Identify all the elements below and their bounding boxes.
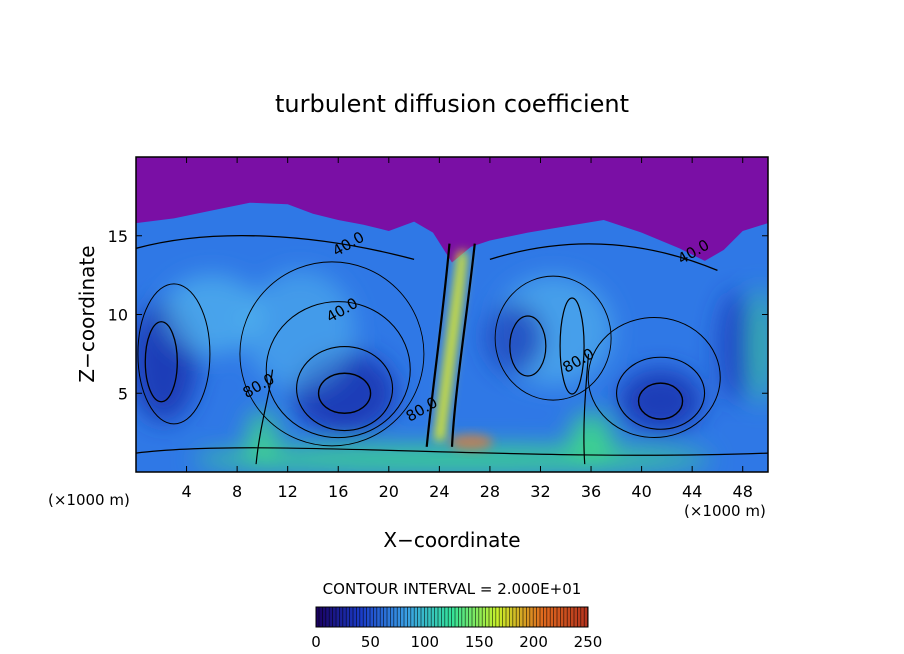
field-jet-base — [448, 434, 493, 451]
x-unit-left: (×1000 m) — [48, 491, 130, 509]
contour-ring — [265, 301, 411, 439]
contour-lines — [136, 235, 768, 465]
colorbar-tick-label: 0 — [311, 633, 321, 651]
colorbar: 0 50 100 150 200 250 — [311, 606, 602, 651]
y-tick-label: 10 — [108, 306, 128, 325]
x-tick-label: 20 — [379, 482, 399, 501]
colorbar-tick-label: 50 — [361, 633, 380, 651]
field-bottom-plume-a — [246, 410, 279, 471]
x-tick-label: 28 — [480, 482, 500, 501]
contour-bottom — [136, 447, 768, 456]
contour-ring — [616, 356, 706, 430]
field-light-a — [245, 270, 356, 391]
x-tick-label: 12 — [278, 482, 298, 501]
field-upper-region — [136, 157, 768, 263]
x-tick-label: 36 — [581, 482, 601, 501]
colorbar-tick-label: 250 — [574, 633, 603, 651]
x-tick-label: 4 — [181, 482, 191, 501]
field-core-mid — [485, 303, 546, 374]
contour-ring — [317, 372, 372, 414]
field-right-edge — [753, 286, 768, 406]
field-blobs — [136, 270, 768, 472]
field-core-right — [716, 291, 757, 401]
colorbar-tick-label: 200 — [519, 633, 548, 651]
diffusion-field — [136, 157, 768, 472]
x-tick-label: 32 — [530, 482, 550, 501]
contour-upper-right — [489, 243, 718, 272]
contour-upper-left — [136, 235, 415, 261]
contour-ring — [144, 321, 178, 403]
contour-ring — [587, 317, 721, 438]
colorbar-ticks: 0 50 100 150 200 250 — [311, 633, 602, 651]
contour-ring — [296, 345, 394, 432]
field-core-vortex-b — [618, 369, 703, 434]
field-central-jet — [434, 251, 468, 441]
contour-ring — [509, 315, 547, 377]
x-tick-label: 48 — [733, 482, 753, 501]
x-axis-ticks: 4 8 12 16 20 24 28 32 36 40 44 48 — [181, 157, 753, 501]
chart-title: turbulent diffusion coefficient — [275, 90, 629, 118]
contour-ring — [559, 297, 585, 395]
field-light-left — [161, 274, 262, 355]
x-tick-label: 16 — [328, 482, 348, 501]
y-tick-label: 5 — [118, 384, 128, 403]
contour-ring — [494, 275, 612, 401]
contour-jet-right — [450, 243, 476, 447]
contour-plume-b — [583, 353, 590, 465]
contour-ring — [239, 261, 425, 447]
colorbar-tick-label: 100 — [410, 633, 439, 651]
contour-ring — [137, 283, 211, 425]
colorbar-gradient — [315, 606, 589, 628]
plot-area — [136, 157, 768, 472]
x-unit-right: (×1000 m) — [684, 502, 766, 520]
contour-jet-left — [425, 243, 451, 447]
x-tick-label: 8 — [232, 482, 242, 501]
colorbar-tick-label: 150 — [465, 633, 494, 651]
contour-ring — [637, 382, 684, 420]
colorbar-stripes — [318, 607, 588, 627]
y-tick-label: 15 — [108, 227, 128, 246]
x-axis-label: X−coordinate — [383, 528, 520, 552]
y-axis-label: Z−coordinate — [75, 245, 99, 382]
field-bottom-plume-b — [569, 412, 614, 469]
x-tick-label: 24 — [429, 482, 449, 501]
contour-interval-text: CONTOUR INTERVAL = 2.000E+01 — [323, 580, 582, 598]
x-tick-label: 44 — [682, 482, 702, 501]
contour-plume-a — [255, 369, 274, 465]
y-axis-ticks: 5 10 15 — [108, 227, 768, 403]
x-tick-label: 40 — [631, 482, 651, 501]
